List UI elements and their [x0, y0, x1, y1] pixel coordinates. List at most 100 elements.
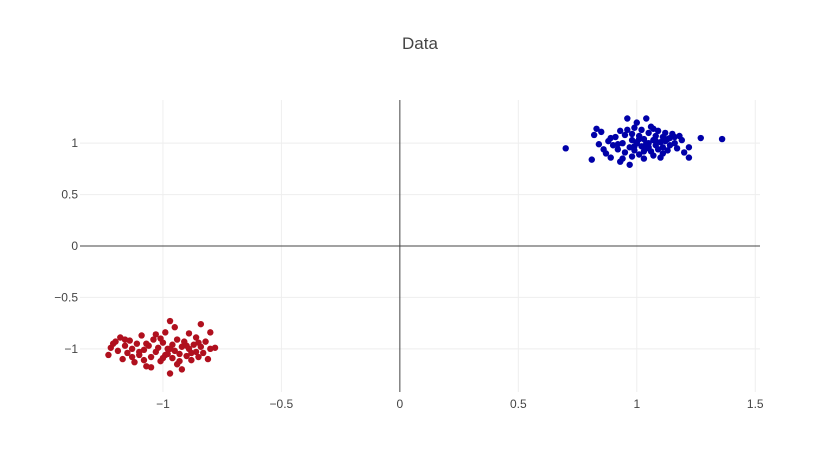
data-point [143, 340, 150, 347]
data-point [678, 136, 686, 144]
data-point [607, 134, 614, 142]
data-point [631, 124, 638, 131]
data-point [598, 128, 605, 136]
data-point [166, 345, 174, 353]
data-point [614, 146, 622, 153]
y-tick-label: −1 [64, 342, 78, 356]
data-point [164, 350, 171, 358]
data-point [621, 131, 629, 139]
data-point [635, 135, 643, 143]
data-point [614, 141, 622, 148]
data-point [105, 351, 112, 359]
data-point [628, 153, 636, 160]
data-point [664, 135, 671, 143]
data-point [185, 330, 193, 337]
x-tick-label: 1.5 [747, 397, 764, 411]
data-point [147, 353, 155, 361]
data-point [624, 115, 631, 122]
data-point [136, 348, 143, 356]
data-point [202, 338, 209, 345]
y-tick-label: −0.5 [54, 290, 78, 304]
data-point [128, 353, 136, 361]
data-point [211, 344, 219, 351]
data-point [159, 354, 167, 362]
chart-title: Data [402, 34, 438, 53]
data-point [671, 139, 678, 147]
data-point [631, 143, 638, 150]
data-point [673, 145, 681, 152]
y-tick-label: 1 [71, 136, 78, 150]
data-point [154, 344, 162, 351]
data-point [718, 135, 726, 143]
data-point [602, 150, 610, 157]
data-point [152, 331, 160, 338]
data-point [197, 320, 205, 328]
data-point [157, 335, 164, 342]
data-point [650, 152, 657, 159]
data-point [685, 144, 693, 151]
data-point [645, 129, 652, 137]
data-point [131, 358, 138, 366]
data-point [697, 134, 704, 142]
data-point [166, 370, 174, 377]
data-point [643, 115, 650, 122]
data-point [640, 155, 648, 162]
data-point [204, 355, 212, 363]
data-point [635, 151, 643, 158]
data-point [685, 154, 693, 161]
data-point [659, 150, 667, 157]
data-point [650, 125, 657, 132]
data-point [207, 329, 214, 336]
data-point [659, 144, 667, 151]
data-point [633, 119, 640, 126]
data-point [628, 130, 636, 138]
data-point [640, 148, 648, 155]
data-point [147, 364, 155, 371]
data-point [109, 340, 117, 347]
y-tick-label: 0 [71, 239, 78, 253]
data-point [621, 149, 629, 156]
data-point [624, 126, 631, 134]
data-point [121, 342, 129, 349]
x-tick-label: 1 [633, 397, 640, 411]
series-0 [562, 115, 726, 168]
data-point [171, 324, 178, 331]
y-tick-label: 0.5 [61, 188, 78, 202]
data-point [652, 132, 659, 140]
data-point [662, 129, 669, 137]
data-point [643, 139, 650, 147]
data-point [121, 336, 129, 343]
data-point [562, 145, 569, 152]
data-point [619, 155, 626, 162]
data-point [140, 356, 148, 364]
tick-labels: −1 −0.5 0 0.5 1 1.5 −1 −0.5 0 0.5 1 [54, 136, 764, 411]
data-point [128, 345, 136, 353]
data-point [626, 161, 633, 168]
data-point [176, 357, 183, 365]
data-points [105, 115, 726, 377]
data-point [150, 336, 157, 343]
data-point [593, 125, 600, 132]
data-point [124, 349, 131, 357]
data-point [200, 349, 207, 357]
data-point [173, 336, 181, 343]
data-point [192, 334, 200, 341]
data-point [671, 133, 678, 141]
data-point [590, 131, 598, 139]
data-point [169, 354, 176, 362]
data-point [195, 353, 202, 361]
data-point [188, 349, 195, 357]
data-point [607, 154, 614, 161]
data-point [133, 340, 141, 347]
data-point [652, 137, 659, 145]
data-point [195, 339, 202, 346]
x-tick-label: −1 [156, 397, 170, 411]
data-point [664, 147, 671, 154]
data-point [638, 126, 645, 134]
data-point [617, 127, 624, 135]
data-point [588, 156, 595, 163]
series-1 [105, 317, 219, 377]
data-point [188, 356, 195, 364]
zero-lines [80, 100, 760, 392]
data-point [176, 350, 183, 358]
